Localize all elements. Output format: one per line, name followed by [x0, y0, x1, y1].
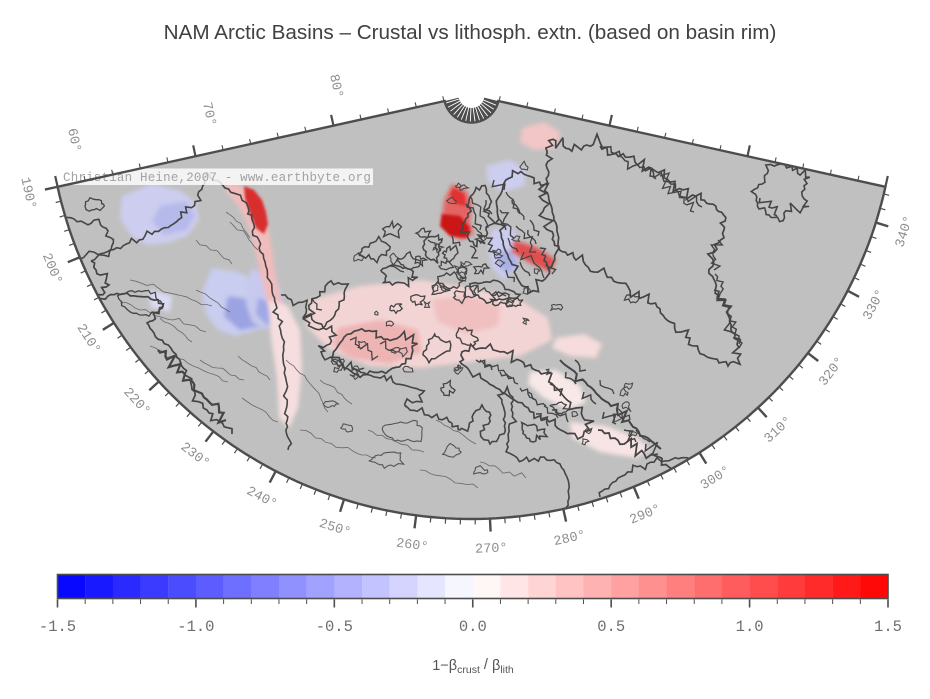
svg-text:60°: 60°	[63, 127, 83, 154]
svg-text:190°: 190°	[16, 176, 38, 211]
svg-text:1.5: 1.5	[874, 618, 902, 636]
svg-text:-1.0: -1.0	[177, 618, 214, 636]
svg-text:NAM Arctic Basins – Crustal vs: NAM Arctic Basins – Crustal vs lithosph.…	[164, 21, 777, 44]
svg-text:Christian Heine,2007 - www.ear: Christian Heine,2007 - www.earthbyte.org	[63, 171, 371, 185]
svg-text:270°: 270°	[475, 541, 508, 557]
svg-text:280°: 280°	[552, 528, 587, 550]
svg-text:0.0: 0.0	[459, 618, 487, 636]
svg-text:70°: 70°	[198, 101, 218, 128]
svg-text:80°: 80°	[325, 73, 345, 100]
svg-text:260°: 260°	[395, 537, 429, 556]
svg-text:-0.5: -0.5	[316, 618, 353, 636]
svg-text:1.0: 1.0	[736, 618, 764, 636]
svg-text:0.5: 0.5	[597, 618, 625, 636]
svg-text:1−βcrust / βlith: 1−βcrust / βlith	[432, 657, 514, 676]
svg-text:-1.5: -1.5	[39, 618, 76, 636]
